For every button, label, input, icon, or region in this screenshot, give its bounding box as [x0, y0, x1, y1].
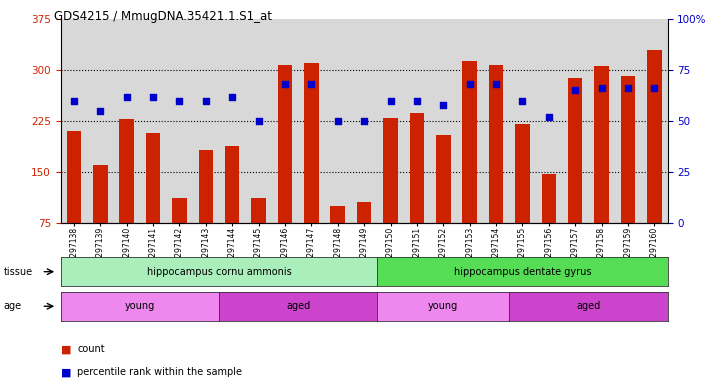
Text: count: count [77, 344, 105, 354]
Point [279, 81, 291, 88]
Point [596, 85, 608, 91]
Text: young: young [125, 301, 155, 311]
Bar [278, 65, 292, 273]
Bar [225, 146, 239, 273]
Bar [357, 202, 371, 273]
Point [570, 88, 581, 94]
Bar [647, 50, 662, 273]
Text: aged: aged [576, 301, 600, 311]
Point [623, 85, 634, 91]
Bar [66, 131, 81, 273]
Bar [516, 124, 530, 273]
Bar [463, 61, 477, 273]
Text: aged: aged [286, 301, 311, 311]
Bar [93, 165, 108, 273]
Text: percentile rank within the sample: percentile rank within the sample [77, 367, 242, 377]
Text: ■: ■ [61, 344, 71, 354]
Point [94, 108, 106, 114]
Bar [542, 174, 556, 273]
Point [147, 93, 159, 99]
Text: age: age [4, 301, 21, 311]
Text: hippocampus dentate gyrus: hippocampus dentate gyrus [453, 266, 591, 277]
Point [411, 98, 423, 104]
Point [121, 93, 132, 99]
Text: ■: ■ [61, 367, 71, 377]
Point [253, 118, 264, 124]
Bar [304, 63, 318, 273]
Bar [172, 198, 186, 273]
Point [491, 81, 502, 88]
Point [358, 118, 370, 124]
Point [385, 98, 396, 104]
Bar [331, 206, 345, 273]
Bar [568, 78, 583, 273]
Bar [436, 134, 451, 273]
Point [517, 98, 528, 104]
Point [649, 85, 660, 91]
Point [226, 93, 238, 99]
Bar [119, 119, 134, 273]
Bar [146, 133, 161, 273]
Bar [489, 65, 503, 273]
Bar [410, 113, 424, 273]
Bar [594, 66, 609, 273]
Bar [198, 150, 213, 273]
Point [68, 98, 79, 104]
Bar [251, 198, 266, 273]
Point [174, 98, 185, 104]
Point [332, 118, 343, 124]
Point [306, 81, 317, 88]
Bar [620, 76, 635, 273]
Text: tissue: tissue [4, 266, 33, 277]
Point [200, 98, 211, 104]
Text: young: young [428, 301, 458, 311]
Text: GDS4215 / MmugDNA.35421.1.S1_at: GDS4215 / MmugDNA.35421.1.S1_at [54, 10, 271, 23]
Point [543, 114, 555, 120]
Point [438, 102, 449, 108]
Point [464, 81, 476, 88]
Bar [383, 118, 398, 273]
Text: hippocampus cornu ammonis: hippocampus cornu ammonis [146, 266, 291, 277]
